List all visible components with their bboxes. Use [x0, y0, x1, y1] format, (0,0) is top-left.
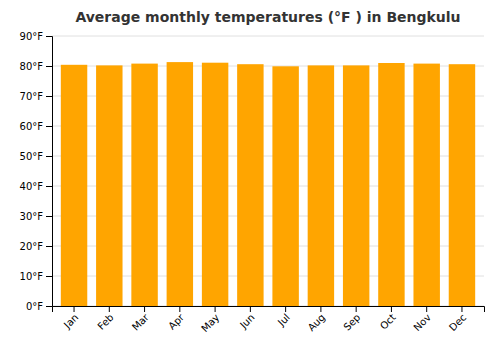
x-tick: May — [199, 306, 221, 334]
x-tick-mark — [144, 306, 145, 312]
x-tick-mark — [426, 306, 427, 312]
y-tick-label: 0°F — [26, 301, 43, 312]
y-tick: 30°F — [20, 211, 52, 222]
bar — [413, 64, 439, 306]
y-tick: 50°F — [20, 151, 52, 162]
y-tick-label: 40°F — [20, 181, 44, 192]
x-tick: Feb — [95, 306, 115, 332]
y-tick-mark — [46, 186, 52, 187]
bar — [237, 64, 263, 306]
y-tick: 80°F — [20, 61, 52, 72]
x-tick-label: Mar — [130, 311, 152, 333]
y-tick: 40°F — [20, 181, 52, 192]
x-tick-mark — [215, 306, 216, 312]
y-tick: 20°F — [20, 241, 52, 252]
title: Average monthly temperatures (°F ) in Be… — [75, 9, 460, 25]
x-tick-mark — [74, 306, 75, 312]
chart-container: 0°F 10°F 20°F 30°F 40°F 50°F 60°F 70°F 80°F 90°F J… — [0, 0, 500, 350]
x-tick-label: Aug — [306, 312, 328, 334]
x-tick-mark — [109, 306, 110, 312]
x-tick: Mar — [130, 306, 152, 333]
y-tick: 0°F — [26, 301, 52, 312]
chart: 0°F 10°F 20°F 30°F 40°F 50°F 60°F 70°F 80°F 90°F J… — [0, 0, 500, 350]
y-tick-mark — [46, 36, 52, 37]
y-tick-label: 30°F — [20, 211, 44, 222]
x-tick: Dec — [447, 306, 468, 333]
y-axis: 0°F 10°F 20°F 30°F 40°F 50°F 60°F 70°F 80°F 90°F — [20, 31, 53, 312]
bar — [131, 64, 157, 306]
x-tick: Aug — [306, 306, 328, 333]
x-tick: Jun — [237, 306, 257, 331]
x-tick: Jul — [275, 306, 292, 329]
x-tick-mark — [285, 306, 286, 312]
bar — [308, 65, 334, 306]
y-tick-label: 90°F — [20, 31, 44, 42]
y-tick-label: 70°F — [20, 91, 44, 102]
y-tick-mark — [46, 306, 52, 307]
grid — [52, 36, 484, 306]
y-tick: 70°F — [20, 91, 52, 102]
x-tick-label: Sep — [341, 312, 362, 333]
x-tick: Jan — [61, 306, 80, 331]
grid-line — [52, 36, 484, 37]
x-tick-label: Jul — [275, 312, 292, 329]
x-tick-label: Oct — [378, 312, 398, 332]
x-tick: Sep — [341, 306, 362, 333]
bar — [343, 65, 369, 306]
y-tick-mark — [46, 126, 52, 127]
x-tick-mark — [356, 306, 357, 312]
x-axis-line — [53, 307, 485, 313]
marks — [61, 62, 475, 306]
y-tick: 90°F — [20, 31, 52, 42]
x-tick-mark — [320, 306, 321, 312]
y-tick-mark — [46, 216, 52, 217]
plot: 0°F 10°F 20°F 30°F 40°F 50°F 60°F 70°F 80°F 90°F J… — [20, 31, 485, 334]
y-axis-line — [46, 37, 53, 307]
x-tick-mark — [461, 306, 462, 312]
y-tick-mark — [46, 156, 52, 157]
y-tick-label: 60°F — [20, 121, 44, 132]
x-tick-label: May — [199, 312, 221, 334]
x-tick-label: Apr — [166, 311, 187, 332]
bar — [61, 65, 87, 306]
x-tick-label: Nov — [411, 312, 433, 334]
y-tick: 60°F — [20, 121, 52, 132]
x-axis: Jan Feb Mar Apr May Jun Jul Aug Sep Oct Nov Dec — [53, 306, 485, 334]
y-tick-mark — [46, 96, 52, 97]
bar — [202, 63, 228, 306]
y-tick-label: 10°F — [20, 271, 44, 282]
x-tick: Oct — [378, 306, 398, 332]
y-tick-mark — [46, 66, 52, 67]
y-tick-label: 50°F — [20, 151, 44, 162]
x-tick-mark — [391, 306, 392, 312]
y-tick-label: 20°F — [20, 241, 44, 252]
x-tick-label: Jun — [237, 312, 257, 332]
bar — [449, 64, 475, 306]
y-tick-mark — [46, 276, 52, 277]
x-tick-label: Jan — [61, 312, 80, 331]
x-tick-label: Feb — [95, 312, 115, 332]
x-tick-mark — [250, 306, 251, 312]
bar — [378, 63, 404, 306]
x-tick-label: Dec — [447, 312, 468, 333]
y-tick-mark — [46, 246, 52, 247]
x-tick: Apr — [166, 306, 187, 332]
x-tick: Nov — [411, 306, 433, 333]
bar — [272, 66, 298, 306]
bar — [96, 65, 122, 306]
bar — [167, 62, 193, 306]
y-tick-label: 80°F — [20, 61, 44, 72]
y-tick: 10°F — [20, 271, 52, 282]
x-tick-mark — [179, 306, 180, 312]
